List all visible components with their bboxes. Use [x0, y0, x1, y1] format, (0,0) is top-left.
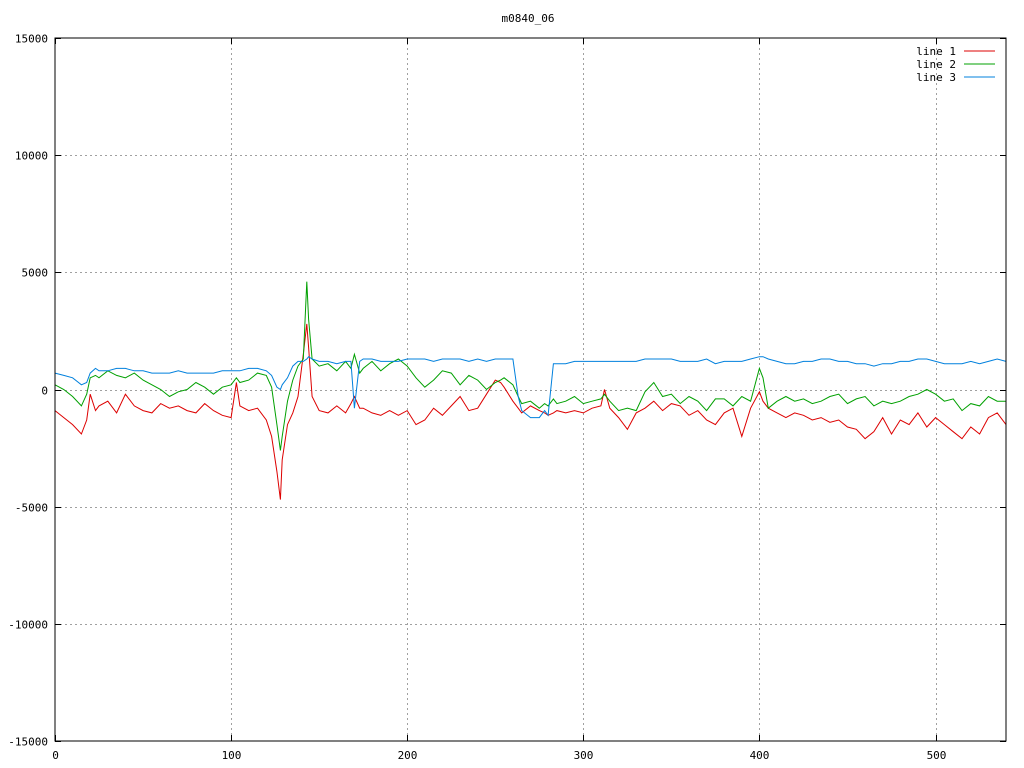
y-tick-label: 0	[41, 385, 48, 398]
series-line-2	[54, 281, 1006, 451]
series-line-1	[54, 323, 1007, 500]
y-tick-label: -5000	[15, 502, 48, 515]
y-tick-label: 5000	[22, 267, 49, 280]
plot-frame	[54, 37, 1007, 742]
legend-label-2: line 2	[916, 58, 956, 71]
y-tick-label: -15000	[8, 736, 48, 749]
x-tick-label: 400	[750, 749, 770, 762]
ticks: -15000 -10000 -5000 0 5000 10000 15000 0 100 200 3…	[8, 33, 1006, 762]
x-tick-label: 500	[927, 749, 947, 762]
x-tick-label: 200	[398, 749, 418, 762]
x-tick-label: 0	[52, 749, 59, 762]
y-tick-label: 10000	[15, 150, 48, 163]
series-line-3	[54, 356, 1007, 419]
x-tick-label: 300	[574, 749, 594, 762]
chart-title: m0840_06	[502, 12, 555, 25]
series-layer	[54, 281, 1007, 500]
legend-label-3: line 3	[916, 71, 956, 84]
legend-label-1: line 1	[916, 45, 956, 58]
y-tick-label: 15000	[15, 33, 48, 46]
x-tick-label: 100	[222, 749, 242, 762]
grid	[55, 38, 1006, 741]
y-tick-label: -10000	[8, 619, 48, 632]
